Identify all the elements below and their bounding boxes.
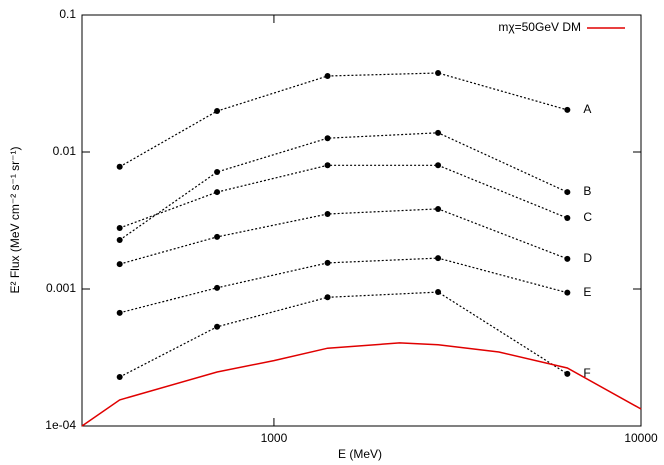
y-tick-label: 1e-04: [45, 418, 76, 432]
data-point: [214, 233, 221, 240]
data-point: [435, 129, 442, 136]
series-line: [119, 72, 568, 168]
data-point: [214, 108, 221, 115]
data-point: [435, 162, 442, 169]
data-point: [324, 72, 331, 79]
data-point: [435, 289, 442, 296]
data-point: [324, 162, 331, 169]
legend-label: mχ=50GeV DM: [498, 20, 581, 34]
series-label: D: [583, 251, 592, 265]
series-label: F: [583, 366, 590, 380]
data-point: [116, 309, 123, 316]
data-point: [324, 210, 331, 217]
series-label: B: [583, 184, 591, 198]
y-tick-label: 0.001: [46, 281, 76, 295]
series-line: [119, 291, 568, 378]
data-point: [116, 224, 123, 231]
plot-frame: [81, 14, 642, 427]
data-point: [116, 163, 123, 170]
data-point: [116, 236, 123, 243]
dm-curve: [81, 342, 642, 427]
data-point: [564, 370, 571, 377]
series-line: [119, 257, 568, 314]
data-point: [564, 289, 571, 296]
y-tick-label: 0.01: [53, 144, 77, 158]
data-point: [324, 294, 331, 301]
data-point: [564, 255, 571, 262]
x-tick-label: 10000: [624, 431, 658, 445]
data-point: [214, 189, 221, 196]
data-point: [324, 135, 331, 142]
series-label: C: [583, 210, 592, 224]
series-label: E: [583, 285, 591, 299]
data-point: [564, 214, 571, 221]
series-line: [119, 164, 568, 229]
data-point: [564, 189, 571, 196]
data-point: [324, 259, 331, 266]
y-tick-label: 0.1: [59, 7, 76, 21]
data-point: [435, 205, 442, 212]
data-point: [435, 70, 442, 77]
y-axis-label: E² Flux (MeV cm⁻² s⁻¹ sr⁻¹): [8, 147, 22, 294]
series-line: [119, 208, 568, 265]
series-label: A: [583, 102, 591, 116]
data-point: [214, 168, 221, 175]
data-point: [214, 284, 221, 291]
series-line: [119, 132, 568, 241]
data-point: [116, 261, 123, 268]
data-point: [435, 255, 442, 262]
x-axis-label: E (MeV): [338, 447, 382, 461]
data-point: [116, 373, 123, 380]
x-tick-label: 1000: [261, 431, 288, 445]
data-point: [214, 323, 221, 330]
data-point: [564, 106, 571, 113]
